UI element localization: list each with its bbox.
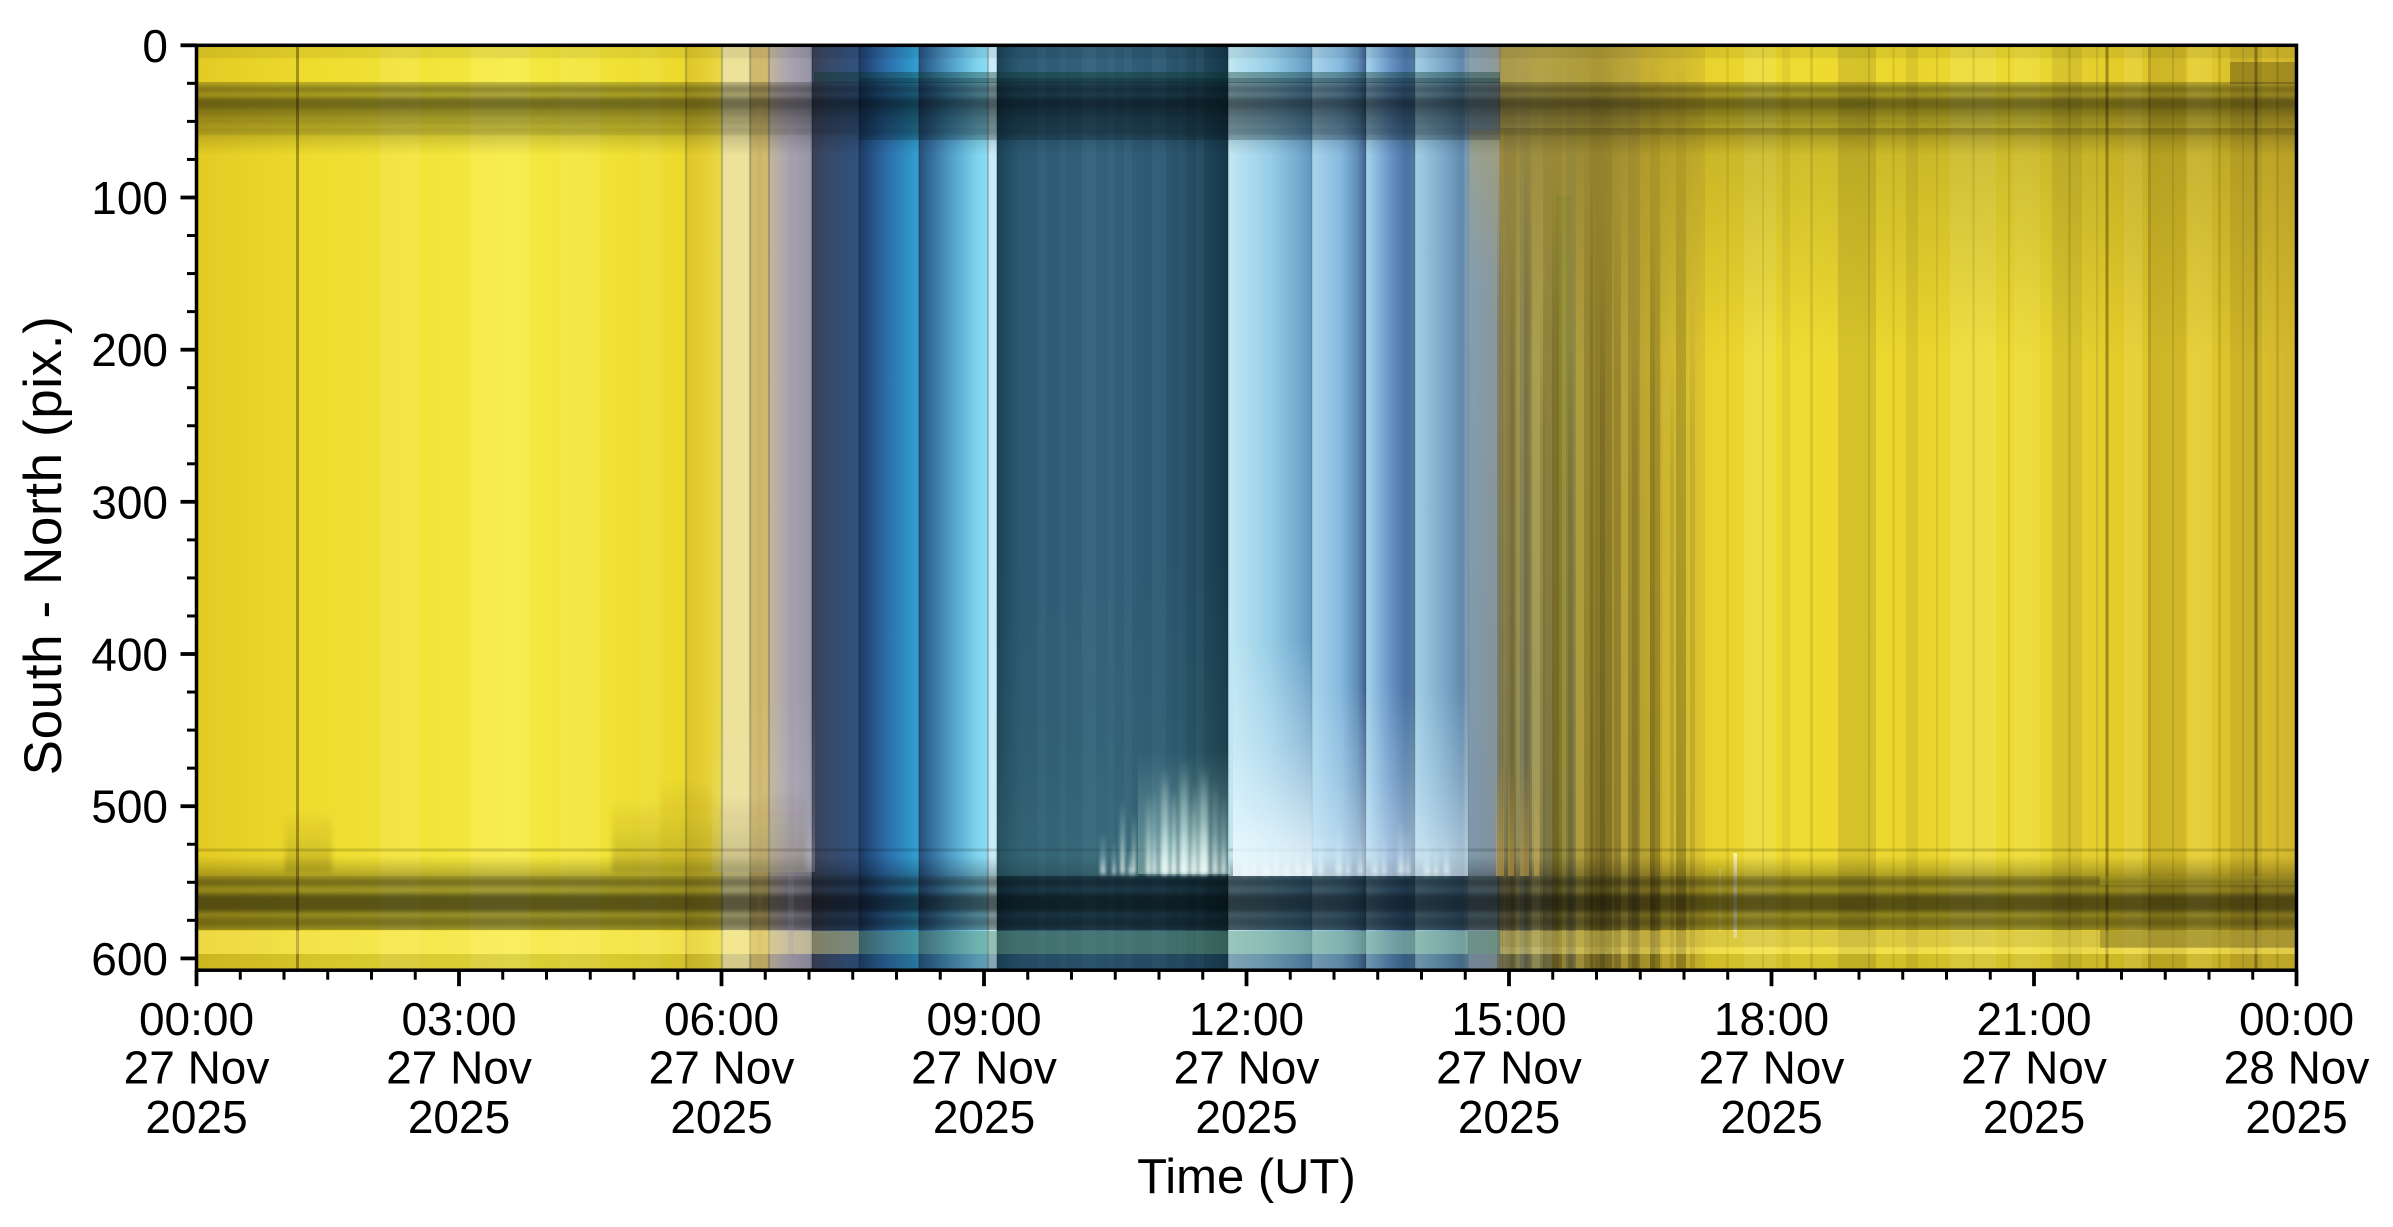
- svg-text:27 Nov: 27 Nov: [1436, 1042, 1582, 1094]
- svg-text:2025: 2025: [145, 1091, 247, 1143]
- svg-text:06:00: 06:00: [664, 993, 779, 1045]
- svg-text:200: 200: [91, 324, 168, 376]
- svg-text:27 Nov: 27 Nov: [1961, 1042, 2107, 1094]
- svg-text:400: 400: [91, 629, 168, 681]
- svg-text:00:00: 00:00: [2239, 993, 2354, 1045]
- svg-text:100: 100: [91, 172, 168, 224]
- svg-text:27 Nov: 27 Nov: [124, 1042, 270, 1094]
- svg-text:2025: 2025: [670, 1091, 772, 1143]
- svg-text:28 Nov: 28 Nov: [2224, 1042, 2370, 1094]
- svg-text:27 Nov: 27 Nov: [649, 1042, 795, 1094]
- svg-text:03:00: 03:00: [401, 993, 516, 1045]
- svg-text:Time (UT): Time (UT): [1137, 1150, 1356, 1204]
- svg-text:South - North (pix.): South - North (pix.): [14, 316, 73, 776]
- svg-text:21:00: 21:00: [1976, 993, 2091, 1045]
- svg-text:12:00: 12:00: [1189, 993, 1304, 1045]
- svg-text:2025: 2025: [1458, 1091, 1560, 1143]
- svg-text:0: 0: [142, 20, 168, 72]
- svg-text:2025: 2025: [1720, 1091, 1822, 1143]
- svg-text:27 Nov: 27 Nov: [1699, 1042, 1845, 1094]
- svg-text:15:00: 15:00: [1451, 993, 1566, 1045]
- svg-text:600: 600: [91, 933, 168, 985]
- svg-text:300: 300: [91, 476, 168, 528]
- svg-text:27 Nov: 27 Nov: [911, 1042, 1057, 1094]
- svg-text:2025: 2025: [1983, 1091, 2085, 1143]
- svg-text:18:00: 18:00: [1714, 993, 1829, 1045]
- svg-text:2025: 2025: [1195, 1091, 1297, 1143]
- svg-text:09:00: 09:00: [926, 993, 1041, 1045]
- svg-text:27 Nov: 27 Nov: [386, 1042, 532, 1094]
- svg-text:27 Nov: 27 Nov: [1174, 1042, 1320, 1094]
- svg-text:00:00: 00:00: [139, 993, 254, 1045]
- svg-text:2025: 2025: [408, 1091, 510, 1143]
- svg-text:2025: 2025: [2245, 1091, 2347, 1143]
- svg-text:500: 500: [91, 781, 168, 833]
- svg-text:2025: 2025: [933, 1091, 1035, 1143]
